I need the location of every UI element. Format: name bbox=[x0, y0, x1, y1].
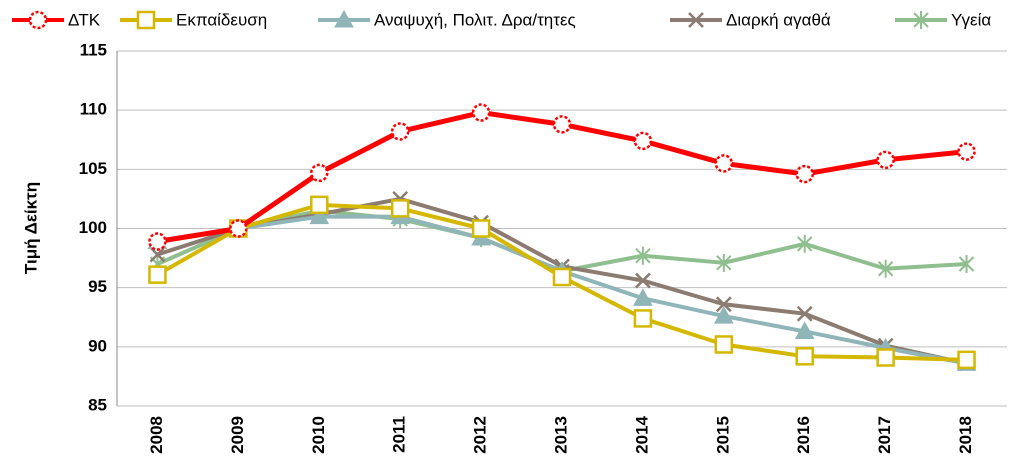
x-tick-label: 2009 bbox=[228, 416, 247, 454]
marker bbox=[309, 206, 330, 225]
marker bbox=[797, 234, 813, 253]
marker bbox=[633, 131, 653, 151]
x-tick-label: 2017 bbox=[875, 416, 894, 454]
series-line bbox=[157, 214, 967, 366]
legend-marker bbox=[688, 12, 704, 28]
y-tick-label: 95 bbox=[88, 277, 107, 296]
legend-label: Εκπαίδευση bbox=[176, 10, 267, 29]
x-tick-label: 2014 bbox=[632, 415, 651, 453]
marker bbox=[471, 103, 491, 122]
marker bbox=[876, 150, 895, 170]
legend-marker bbox=[136, 10, 156, 30]
marker bbox=[229, 219, 248, 238]
marker bbox=[715, 296, 732, 313]
marker bbox=[714, 335, 734, 354]
legend-label: Αναψυχή, Πολιτ. Δρα/τητες bbox=[374, 10, 576, 29]
marker bbox=[957, 142, 976, 161]
x-tick-label: 2010 bbox=[309, 416, 328, 454]
marker bbox=[876, 348, 895, 367]
x-tick-label: 2013 bbox=[551, 416, 570, 454]
marker bbox=[877, 259, 894, 278]
y-tick-label: 105 bbox=[79, 159, 107, 178]
legend-marker bbox=[913, 11, 929, 29]
x-tick-label: 2012 bbox=[471, 416, 490, 454]
marker bbox=[714, 154, 734, 173]
x-tick-label: 2011 bbox=[390, 416, 409, 453]
marker bbox=[310, 163, 329, 183]
marker bbox=[795, 347, 814, 366]
marker bbox=[713, 306, 734, 324]
series bbox=[147, 206, 977, 371]
marker bbox=[796, 305, 813, 322]
marker bbox=[795, 164, 814, 184]
marker bbox=[958, 255, 975, 273]
legend-label: ΔΤΚ bbox=[68, 10, 101, 29]
y-tick-label: 100 bbox=[79, 218, 107, 237]
marker bbox=[716, 253, 732, 272]
x-tick-label: 2018 bbox=[956, 416, 975, 454]
marker bbox=[148, 232, 167, 251]
legend-marker bbox=[28, 10, 48, 30]
y-tick-label: 90 bbox=[88, 336, 107, 355]
legend-label: Διαρκή αγαθά bbox=[726, 10, 831, 29]
marker bbox=[794, 321, 815, 339]
marker bbox=[957, 350, 976, 370]
legend-label: Υγεία bbox=[951, 10, 991, 29]
marker bbox=[633, 309, 653, 328]
x-tick-label: 2015 bbox=[713, 416, 732, 454]
y-axis-label: Τιμή Δείκτη bbox=[21, 182, 40, 274]
marker bbox=[635, 272, 651, 289]
marker bbox=[310, 195, 329, 215]
marker bbox=[471, 219, 491, 238]
y-tick-label: 115 bbox=[80, 40, 107, 59]
marker bbox=[390, 199, 410, 218]
marker bbox=[552, 115, 572, 134]
legend-marker bbox=[334, 9, 354, 28]
marker bbox=[633, 288, 653, 306]
marker bbox=[148, 265, 167, 284]
marker bbox=[390, 122, 410, 141]
y-tick-label: 85 bbox=[88, 395, 107, 414]
marker bbox=[149, 246, 166, 263]
series bbox=[148, 103, 976, 251]
y-tick-label: 110 bbox=[80, 100, 107, 119]
marker bbox=[552, 267, 572, 287]
x-tick-label: 2016 bbox=[794, 416, 813, 454]
x-tick-label: 2008 bbox=[147, 416, 166, 454]
marker bbox=[635, 246, 651, 265]
